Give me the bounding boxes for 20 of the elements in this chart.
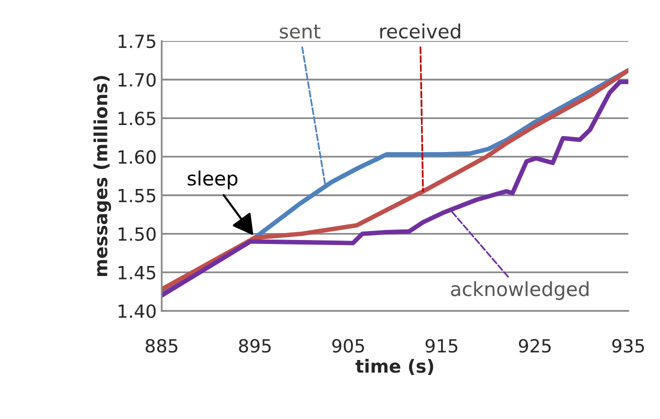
y-tick-label: 1.45 <box>118 266 156 280</box>
x-tick-label: 905 <box>332 338 364 353</box>
annotation: acknowledged <box>451 281 588 300</box>
y-tick-label: 1.65 <box>118 112 156 126</box>
y-tick-label: 1.40 <box>118 304 156 318</box>
x-tick-label: 925 <box>518 338 551 353</box>
y-tick-label: 1.50 <box>118 227 156 241</box>
x-tick-label: 915 <box>426 338 458 353</box>
annotation: sleep <box>188 170 238 190</box>
y-tick-label: 1.60 <box>118 150 156 164</box>
x-tick-label: 885 <box>146 338 178 353</box>
y-axis-title: messages (millions) <box>93 76 112 276</box>
annotation: sent <box>280 24 320 39</box>
x-tick-label: 935 <box>612 338 644 353</box>
x-tick-label: 895 <box>239 338 271 353</box>
y-tick-label: 1.75 <box>118 34 156 48</box>
annotation: received <box>380 24 460 39</box>
y-tick-label: 1.55 <box>118 188 156 202</box>
x-axis-title: time (s) <box>356 358 434 376</box>
y-tick-label: 1.70 <box>118 73 156 87</box>
